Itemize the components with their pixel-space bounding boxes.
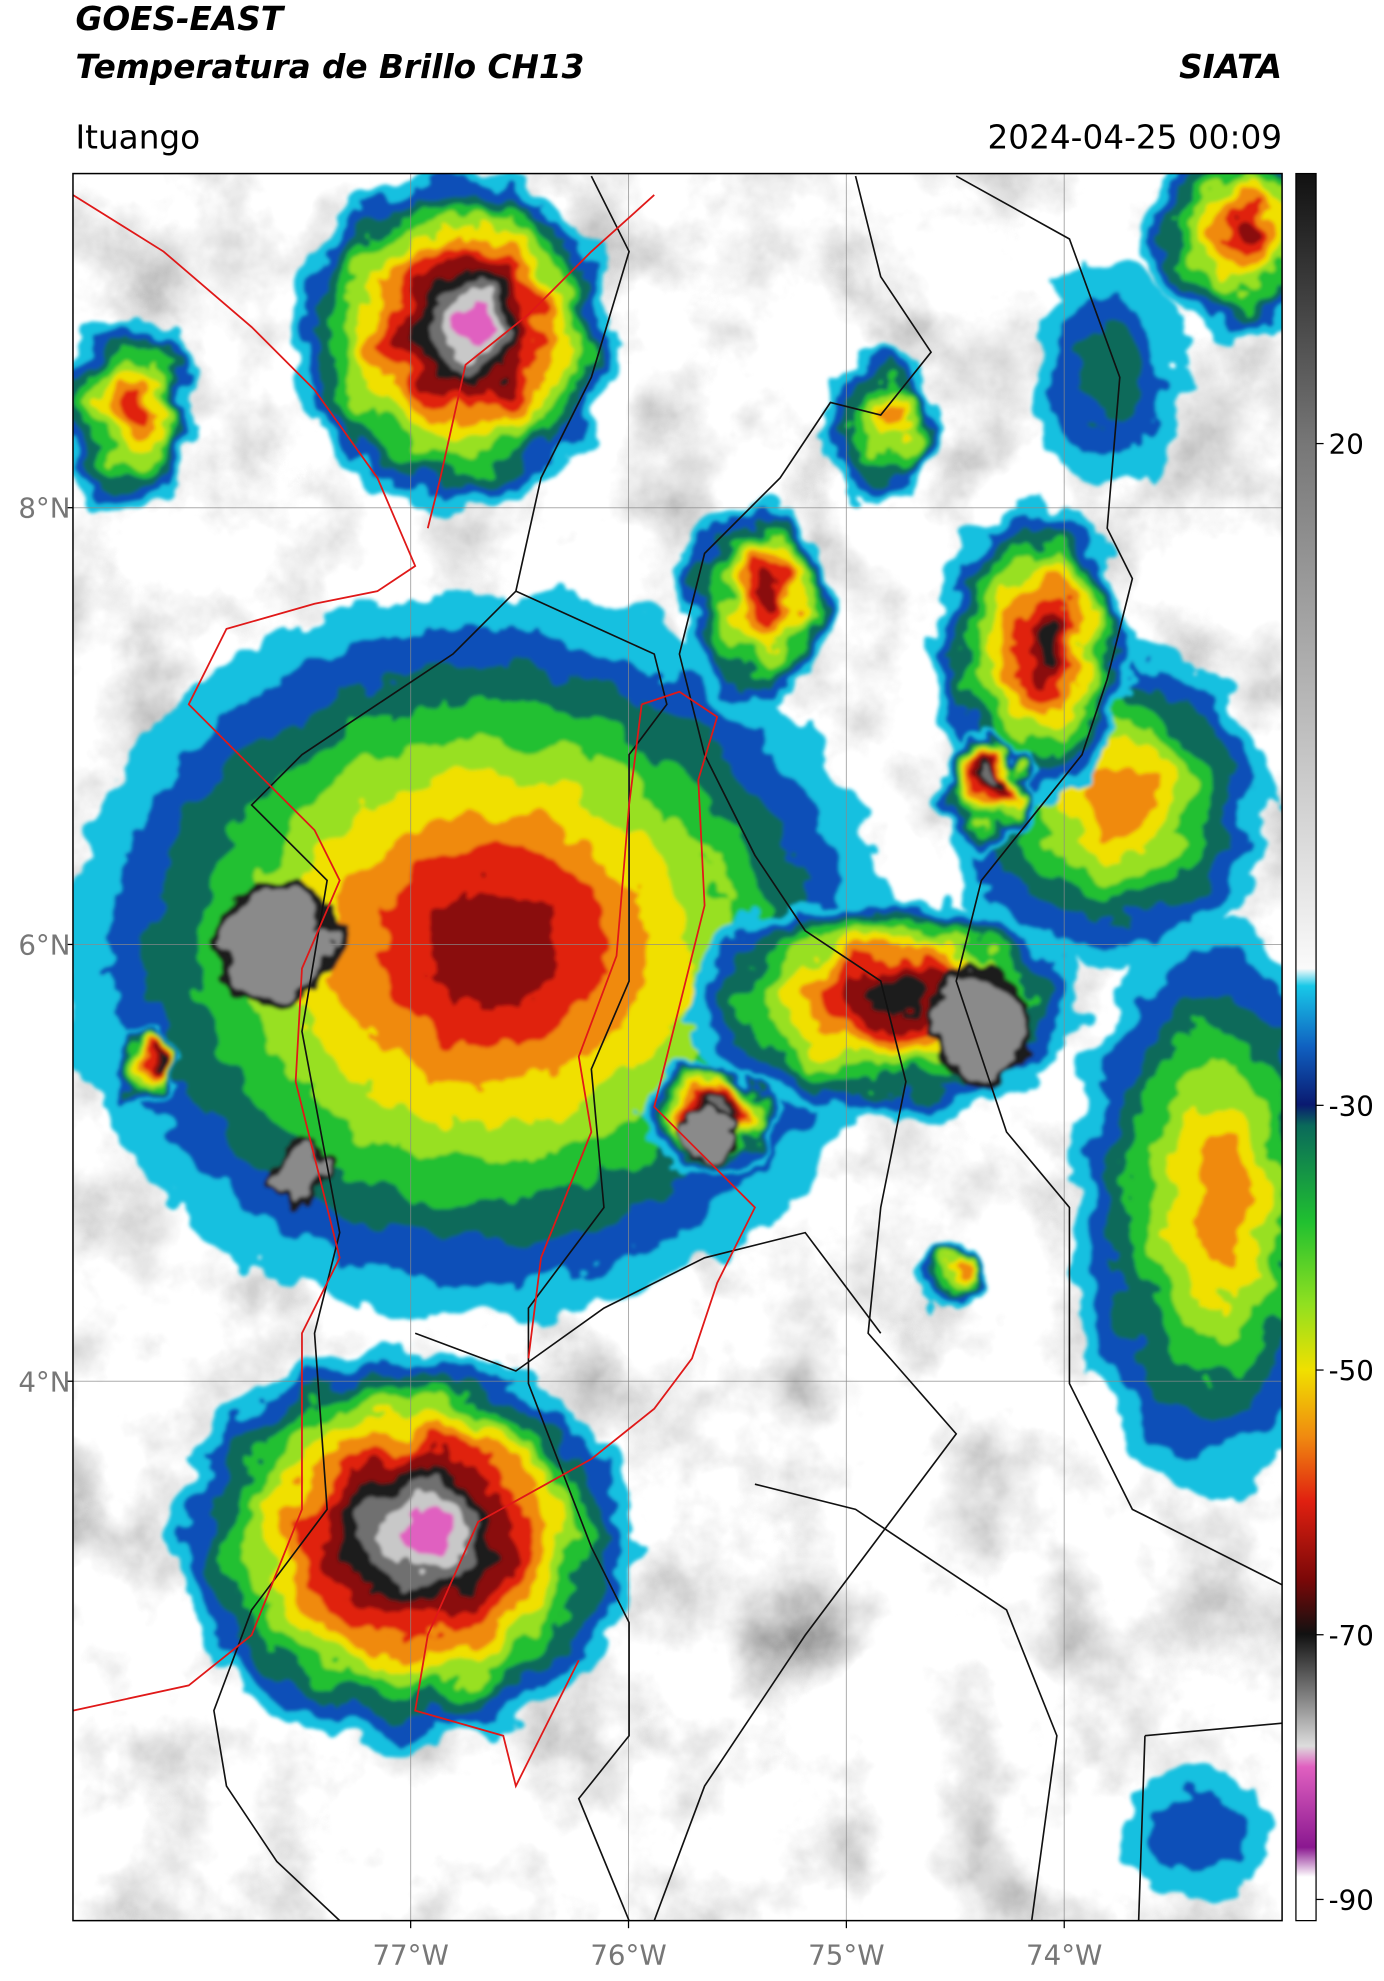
colorbar-ticks: 20 -30 -50 -70 -90	[1316, 428, 1374, 1917]
map-area	[72, 173, 1283, 1921]
cloud-level	[880, 404, 904, 436]
cloud-level	[424, 885, 563, 1007]
cold-core	[227, 887, 331, 999]
cloud-level	[867, 977, 929, 1012]
colorbar	[1295, 172, 1317, 1922]
cold-core	[687, 1108, 735, 1156]
x-tick-label: 74°W	[1026, 1939, 1102, 1972]
cloud-level	[959, 1262, 976, 1276]
map-frame	[72, 172, 1283, 1922]
colorbar-tick-label: -70	[1329, 1619, 1374, 1652]
colorbar-tick-label: -90	[1329, 1884, 1374, 1917]
convective-systems	[72, 173, 1283, 1900]
cloud-level	[1233, 212, 1263, 246]
cloud-level	[1150, 1796, 1244, 1874]
x-tick-label: 75°W	[808, 1939, 884, 1972]
cloud-level	[155, 1052, 168, 1064]
cloud-level	[1033, 619, 1064, 666]
colorbar-tick-label: -50	[1329, 1354, 1374, 1387]
cloud-level	[397, 1508, 453, 1556]
cloud-level	[1084, 763, 1153, 832]
datetime: 2024-04-25 00:09	[987, 118, 1282, 156]
y-tick-label: 6°N	[18, 929, 70, 962]
x-tick-label: 77°W	[372, 1939, 448, 1972]
department-borders	[72, 194, 756, 1789]
location: Ituango	[75, 118, 200, 156]
title: GOES-EAST	[75, 0, 285, 38]
cloud-level	[456, 304, 495, 345]
cloud-level	[1077, 324, 1145, 426]
x-tick-label: 76°W	[590, 1939, 666, 1972]
source: SIATA	[1179, 48, 1282, 86]
cloud-level	[993, 772, 1008, 788]
subtitle: Temperatura de Brillo CH13	[75, 48, 584, 86]
borders	[213, 175, 1283, 1921]
cloud-level	[124, 387, 154, 425]
cold-core	[938, 971, 1025, 1079]
cold-core	[275, 1143, 329, 1209]
y-tick-label: 8°N	[18, 492, 70, 525]
y-tick-label: 4°N	[18, 1365, 70, 1398]
colorbar-tick-label: 20	[1329, 428, 1364, 461]
grid	[72, 173, 1283, 1921]
cloud-level	[757, 576, 783, 611]
cloud-level	[1190, 1139, 1249, 1261]
colorbar-tick-label: -30	[1329, 1089, 1374, 1122]
